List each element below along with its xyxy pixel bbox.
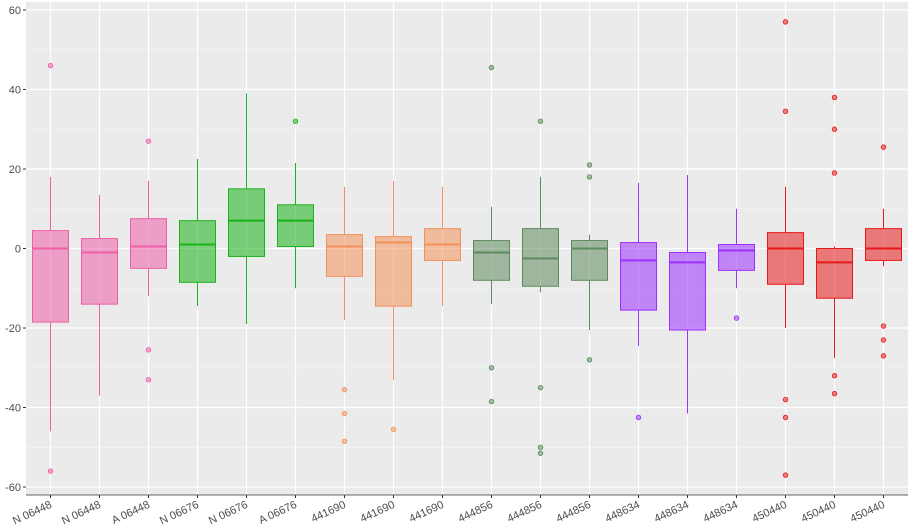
box-group xyxy=(375,180,412,433)
y-tick-label: 0 xyxy=(15,244,21,256)
x-tick-label: N 06448 xyxy=(11,499,54,527)
outlier-point xyxy=(831,373,838,379)
y-axis: 60 40 20 0 -20 -40 -60 xyxy=(5,5,26,494)
box-group xyxy=(179,159,216,307)
box-group xyxy=(669,174,706,414)
outlier-point xyxy=(586,174,593,180)
x-tick-label: 450440 xyxy=(750,499,788,525)
outlier-point xyxy=(341,410,348,417)
outlier-point xyxy=(488,398,495,405)
outlier-point xyxy=(341,438,348,445)
outlier-point xyxy=(880,144,887,150)
outlier-point xyxy=(537,384,544,391)
y-tick-label: 60 xyxy=(9,5,21,17)
outlier-point xyxy=(586,357,593,363)
outlier-point xyxy=(145,138,152,144)
outlier-point xyxy=(831,170,838,176)
y-tick-label: 40 xyxy=(9,84,21,96)
outlier-point xyxy=(782,396,789,403)
box-iqr xyxy=(718,244,755,271)
box-iqr xyxy=(816,248,853,299)
outlier-point xyxy=(782,472,789,478)
outlier-point xyxy=(782,108,789,115)
x-tick-label: 444856 xyxy=(554,499,592,525)
box-group xyxy=(620,182,657,421)
x-tick-label: 448634 xyxy=(652,499,690,525)
box-group xyxy=(32,62,69,474)
box-iqr xyxy=(326,234,363,277)
box-iqr xyxy=(620,242,657,311)
outlier-point xyxy=(831,390,838,397)
box-group xyxy=(816,94,853,397)
box-group xyxy=(571,162,608,363)
outlier-point xyxy=(782,414,789,421)
box-group xyxy=(326,186,363,445)
box-group xyxy=(130,138,167,383)
x-tick-label: 450440 xyxy=(799,499,837,525)
box-group xyxy=(767,19,804,478)
box-iqr xyxy=(228,188,265,257)
box-group xyxy=(718,208,755,321)
box-iqr xyxy=(669,251,706,331)
outlier-point xyxy=(537,444,544,450)
outlier-point xyxy=(47,62,54,69)
box-iqr xyxy=(130,218,167,269)
outlier-point xyxy=(635,414,642,421)
x-tick-label: 450440 xyxy=(848,499,886,525)
outlier-point xyxy=(145,347,152,353)
x-tick-label: 448634 xyxy=(603,499,641,525)
box-iqr xyxy=(81,238,118,305)
box-group xyxy=(81,194,118,396)
box-group xyxy=(424,186,461,307)
x-tick-label: 444856 xyxy=(505,499,543,525)
y-tick-label: -60 xyxy=(5,482,21,494)
outlier-point xyxy=(537,450,544,456)
box-iqr xyxy=(571,240,608,281)
outlier-point xyxy=(537,118,544,124)
outlier-point xyxy=(341,386,348,393)
box-series xyxy=(32,19,902,478)
x-tick-label: 441690 xyxy=(309,499,347,525)
outlier-point xyxy=(488,64,495,71)
x-tick-label: 441690 xyxy=(407,499,445,525)
outlier-point xyxy=(292,118,299,124)
x-tick-label: N 06676 xyxy=(207,499,250,527)
box-group xyxy=(277,118,314,289)
x-tick-label: 441690 xyxy=(358,499,396,525)
box-iqr xyxy=(767,232,804,285)
x-tick-label: N 06448 xyxy=(60,499,103,527)
outlier-point xyxy=(880,323,887,329)
box-iqr xyxy=(865,228,902,261)
outlier-point xyxy=(880,353,887,359)
box-iqr xyxy=(473,240,510,281)
box-group xyxy=(473,64,510,405)
outlier-point xyxy=(390,426,397,433)
x-axis: N 06448 N 06448 A 06448 N 06676 N 06676 A 066… xyxy=(11,494,908,527)
box-iqr xyxy=(277,204,314,248)
x-tick-label: A 06676 xyxy=(257,499,299,527)
box-iqr xyxy=(375,236,412,307)
x-tick-label: 444856 xyxy=(456,499,494,525)
outlier-point xyxy=(880,337,887,343)
outlier-point xyxy=(831,126,838,132)
box-iqr xyxy=(32,230,69,323)
x-tick-label: A 06448 xyxy=(110,499,152,527)
box-group xyxy=(522,118,559,456)
outlier-point xyxy=(782,19,789,25)
x-tick-label: N 06676 xyxy=(158,499,201,527)
box-iqr xyxy=(179,220,216,283)
outlier-point xyxy=(488,365,495,371)
outlier-point xyxy=(586,162,593,168)
box-group xyxy=(228,93,265,325)
box-group xyxy=(865,144,902,359)
outlier-point xyxy=(145,377,152,383)
y-tick-label: -20 xyxy=(5,323,21,335)
outlier-point xyxy=(733,315,740,321)
outlier-point xyxy=(47,468,54,474)
y-tick-label: 20 xyxy=(9,164,21,176)
y-tick-label: -40 xyxy=(5,403,21,415)
x-tick-label: 448634 xyxy=(701,499,739,525)
outlier-point xyxy=(831,94,838,101)
